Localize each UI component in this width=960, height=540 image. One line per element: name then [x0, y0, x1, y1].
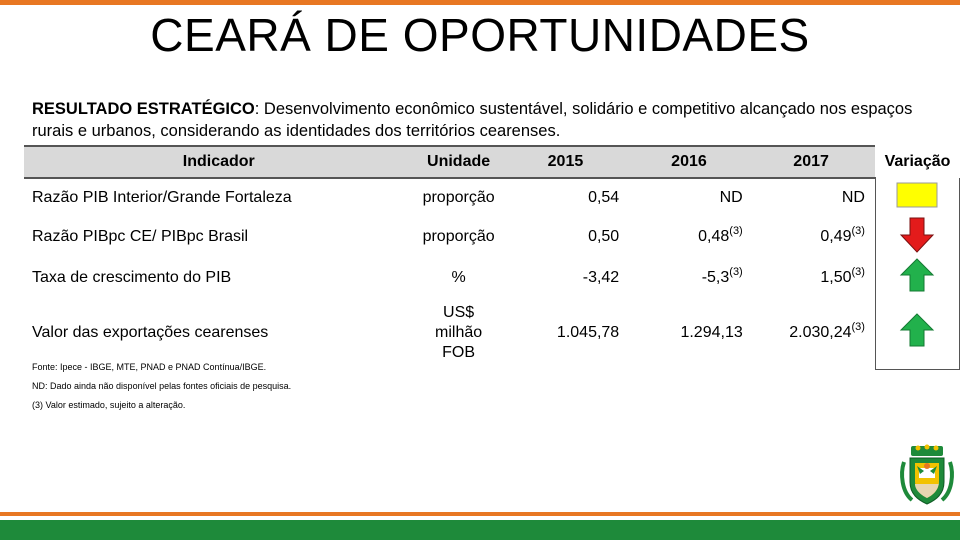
cell-variacao — [874, 178, 960, 216]
cell-2016-value: 0,48 — [698, 228, 730, 245]
cell-2016: ND — [635, 178, 757, 216]
header-2015: 2015 — [511, 145, 636, 179]
ceara-coat-of-arms-icon — [900, 444, 954, 505]
header-unidade: Unidade — [405, 145, 512, 179]
cell-unidade: proporção — [422, 188, 495, 206]
cell-2016-value: -5,3 — [701, 268, 730, 286]
table-header-row: Indicador Unidade 2015 2016 2017 Variaçã… — [24, 145, 960, 179]
cell-2017-note: (3) — [851, 265, 865, 278]
up-arrow-icon — [900, 258, 935, 292]
stripe-green — [0, 520, 960, 540]
header-variacao: Variação — [875, 146, 960, 178]
cell-2017-note: (3) — [851, 225, 865, 237]
cell-unidade: US$ milhão FOB — [406, 297, 512, 369]
cell-unidade: % — [451, 268, 466, 286]
top-orange-bar — [0, 0, 960, 5]
indicator-table: Indicador Unidade 2015 2016 2017 Variaçã… — [24, 145, 960, 370]
cell-2017: 2.030,24(3) — [757, 297, 876, 369]
table-row: Razão PIB Interior/Grande Fortaleza prop… — [24, 178, 960, 216]
cell-2017-value: ND — [841, 188, 865, 206]
footnote-source: Fonte: Ipece - IBGE, MTE, PNAD e PNAD Co… — [32, 362, 267, 372]
cell-2016: -5,3(3) — [635, 258, 757, 297]
down-arrow-icon — [900, 217, 935, 253]
cell-2016-value: 1.294,13 — [680, 324, 743, 341]
cell-2015: 0,50 — [588, 228, 620, 245]
stripe-white — [0, 516, 960, 520]
cell-indicador: Taxa de crescimento do PIB — [32, 268, 232, 286]
table-row: Valor das exportações cearenses US$ milh… — [24, 297, 960, 370]
cell-variacao — [874, 297, 960, 370]
cell-2016: 1.294,13 — [635, 297, 757, 369]
header-indicador: Indicador — [24, 145, 406, 179]
table-row: Taxa de crescimento do PIB % -3,42 -5,3(… — [24, 258, 960, 297]
cell-unidade: proporção — [422, 228, 495, 245]
cell-2017: 0,49(3) — [757, 216, 876, 258]
cell-2016-note: (3) — [729, 225, 743, 237]
cell-indicador: Razão PIB Interior/Grande Fortaleza — [32, 188, 292, 206]
cell-2016: 0,48(3) — [635, 216, 757, 258]
cell-variacao — [874, 216, 960, 258]
cell-unidade-line: milhão — [435, 324, 483, 341]
footnote-estimate: (3) Valor estimado, sujeito a alteração. — [32, 400, 186, 410]
cell-unidade-line: US$ — [443, 304, 475, 321]
cell-2017: ND — [757, 178, 876, 216]
cell-variacao — [874, 258, 960, 297]
footnotes: Fonte: Ipece - IBGE, MTE, PNAD e PNAD Co… — [32, 362, 291, 419]
cell-2015: 1.045,78 — [556, 324, 620, 341]
cell-2016-value: ND — [719, 188, 743, 206]
cell-indicador: Valor das exportações cearenses — [32, 324, 269, 341]
cell-unidade-line: FOB — [442, 344, 476, 361]
up-arrow-icon — [900, 313, 935, 347]
page-title: CEARÁ DE OPORTUNIDADES — [150, 9, 810, 61]
cell-2017-value: 0,49 — [820, 228, 852, 245]
cell-2017-note: (3) — [851, 321, 865, 333]
cell-2015: 0,54 — [588, 188, 620, 206]
neutral-indicator-icon — [896, 182, 938, 207]
strategic-result-text: : Desenvolvimento econômico sustentável,… — [32, 100, 913, 140]
cell-indicador: Razão PIBpc CE/ PIBpc Brasil — [32, 228, 249, 245]
header-2016: 2016 — [635, 145, 757, 179]
stripe-orange — [0, 512, 960, 516]
cell-2016-note: (3) — [729, 265, 743, 278]
cell-2015: -3,42 — [582, 268, 620, 286]
strategic-result-label: RESULTADO ESTRATÉGICO — [32, 100, 255, 118]
strategic-result: RESULTADO ESTRATÉGICO: Desenvolvimento e… — [32, 98, 942, 142]
header-2017: 2017 — [756, 145, 876, 179]
table-row: Razão PIBpc CE/ PIBpc Brasil proporção 0… — [24, 216, 960, 258]
cell-2017: 1,50(3) — [757, 258, 876, 297]
footnote-nd: ND: Dado ainda não disponível pelas font… — [32, 381, 292, 391]
bottom-stripes — [0, 512, 960, 540]
cell-2017-value: 2.030,24 — [789, 324, 852, 341]
cell-2017-value: 1,50 — [820, 268, 852, 286]
